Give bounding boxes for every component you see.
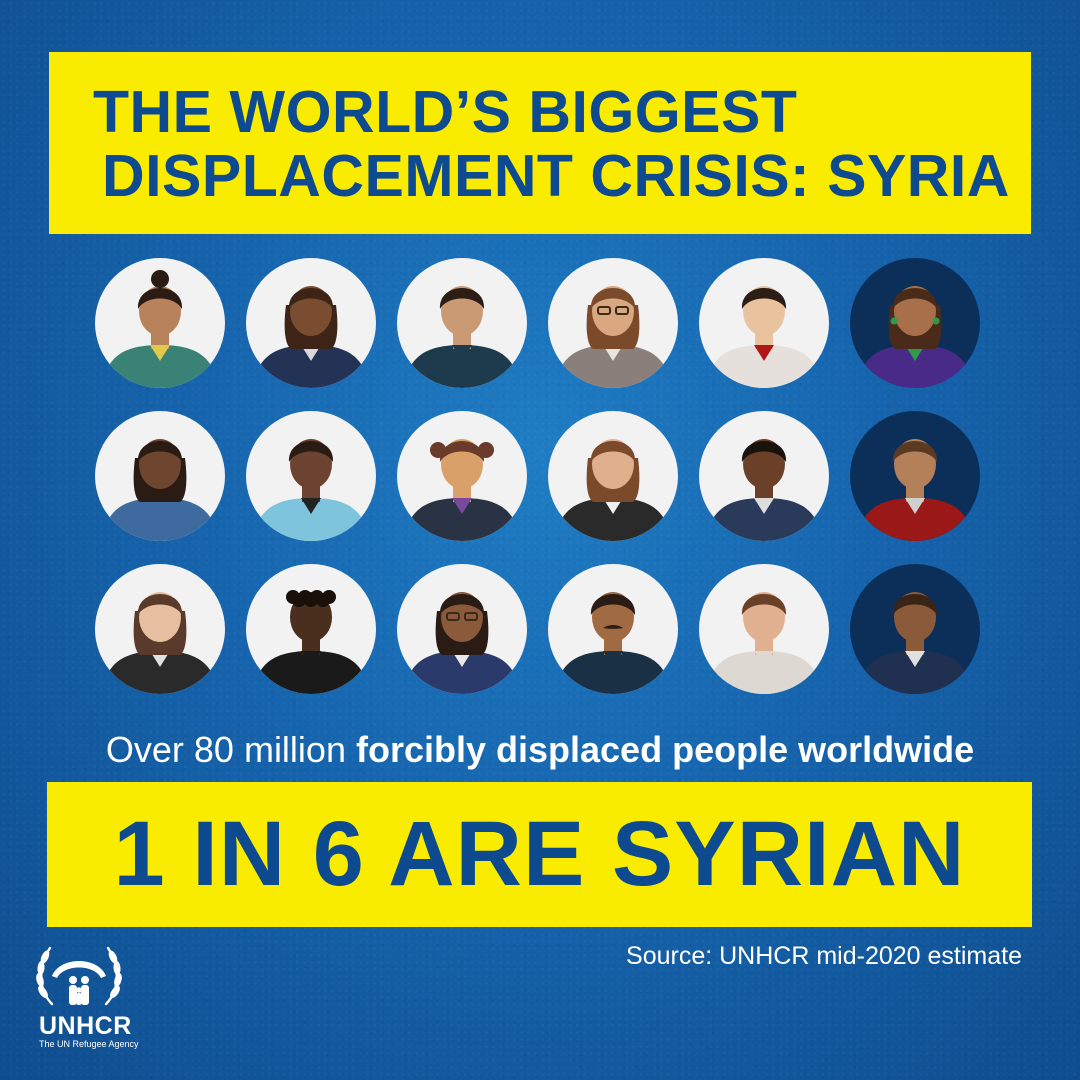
unhcr-wordmark: UNHCR — [39, 1012, 132, 1040]
unhcr-logo: UNHCR The UN Refugee Agency — [30, 938, 150, 1058]
child-curly-hair-icon — [246, 564, 376, 694]
woman-hair-bun-icon — [95, 258, 225, 388]
unhcr-tagline: The UN Refugee Agency — [39, 1039, 139, 1049]
woman-vest-icon — [548, 411, 678, 541]
result-banner: 1 IN 6 ARE SYRIAN — [47, 782, 1032, 927]
man-suit-tie-icon — [699, 411, 829, 541]
woman-blue-top-icon — [95, 411, 225, 541]
man-white-shirt-icon — [699, 564, 829, 694]
woman-glasses-icon — [548, 258, 678, 388]
man-blue-shirt-icon — [246, 411, 376, 541]
title-line-2: DISPLACEMENT CRISIS: SYRIA — [102, 143, 1010, 209]
girl-earrings-icon — [850, 258, 980, 388]
people-grid — [95, 258, 980, 694]
result-headline: 1 IN 6 ARE SYRIAN — [113, 803, 966, 905]
man-mustache-icon — [548, 564, 678, 694]
woman-glasses-blazer-icon — [397, 564, 527, 694]
woman-long-hair-icon — [95, 564, 225, 694]
woman-suit-icon — [246, 258, 376, 388]
stat-line: Over 80 million forcibly displaced peopl… — [0, 728, 1080, 772]
title-line-1: THE WORLD’S BIGGEST — [93, 79, 798, 145]
man-dark-shirt-icon — [397, 258, 527, 388]
unhcr-emblem-icon — [36, 946, 122, 1006]
girl-pigtails-icon — [397, 411, 527, 541]
stat-prefix: Over 80 million — [105, 729, 356, 770]
title-banner: THE WORLD’S BIGGEST DISPLACEMENT CRISIS:… — [49, 52, 1031, 234]
stat-emphasis: forcibly displaced people worldwide — [355, 729, 975, 770]
source-note: Source: UNHCR mid-2020 estimate — [626, 942, 1022, 970]
man-red-sweater-icon — [850, 411, 980, 541]
man-red-tie-icon — [699, 258, 829, 388]
man-suit-icon — [850, 564, 980, 694]
